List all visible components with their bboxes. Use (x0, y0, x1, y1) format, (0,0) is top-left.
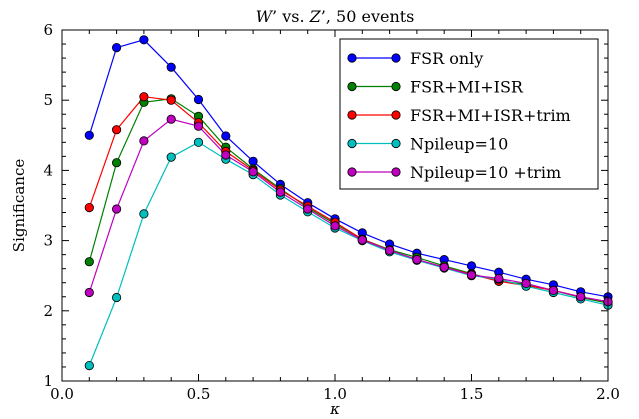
data-point-npileup-10-trim (439, 262, 449, 272)
data-point-npileup-10-trim (166, 114, 176, 124)
legend-marker-fsr-only (347, 53, 357, 63)
data-point-fsr-only (84, 130, 94, 140)
data-point-fsr-mi-isr-trim (112, 125, 122, 135)
series-line-fsr-only (88, 39, 609, 298)
legend-marker-npileup-10 (347, 138, 357, 149)
data-point-fsr-only (112, 42, 122, 53)
y-tick-label: 5 (43, 91, 53, 109)
legend-marker-fsr-only (391, 53, 401, 63)
data-point-npileup-10 (112, 292, 122, 303)
data-point-npileup-10 (84, 360, 94, 371)
data-point-npileup-10-trim (221, 150, 231, 160)
data-point-fsr-only (166, 62, 176, 72)
y-tick-label: 2 (43, 302, 53, 320)
data-point-npileup-10-trim (139, 136, 149, 146)
data-point-npileup-10-trim (548, 285, 559, 295)
data-point-npileup-10-trim (193, 121, 204, 131)
y-tick-label: 3 (43, 232, 53, 250)
data-point-npileup-10-trim (384, 245, 395, 255)
legend-marker-npileup-10 (391, 138, 401, 149)
data-point-npileup-10 (193, 137, 204, 147)
data-point-fsr-only (466, 261, 477, 271)
chart-title: W’ vs. Z’, 50 events (256, 7, 415, 26)
tick-labels-group: 0.0 0.5 1.0 1.5 2.0 1 2 3 4 5 6 (43, 21, 619, 403)
data-point-npileup-10-trim (303, 204, 313, 214)
axis-ticks-group (61, 29, 609, 382)
data-point-npileup-10-trim (576, 292, 586, 302)
x-tick-label: 2.0 (596, 385, 620, 403)
x-tick-label: 0.5 (187, 385, 211, 403)
data-point-fsr-mi-isr (112, 158, 122, 168)
data-point-npileup-10 (166, 152, 176, 162)
data-point-npileup-10-trim (84, 287, 94, 298)
legend-label-npileup-10: Npileup=10 (410, 135, 508, 154)
data-point-fsr-mi-isr-trim (166, 95, 176, 105)
data-point-npileup-10-trim (521, 278, 531, 288)
data-point-npileup-10-trim (330, 221, 340, 231)
legend-marker-fsr-mi-isr-trim (391, 110, 401, 120)
x-axis-label: κ (329, 400, 340, 418)
y-tick-label: 4 (43, 161, 53, 179)
data-point-npileup-10-trim (494, 273, 504, 284)
x-tick-label: 0.0 (50, 385, 74, 403)
legend-label-npileup-10-trim: Npileup=10 +trim (410, 163, 561, 182)
legend-box (339, 38, 599, 190)
legend-marker-fsr-mi-isr (391, 81, 401, 92)
x-tick-label: 1.0 (323, 385, 347, 403)
legend-label-fsr-mi-isr-trim: FSR+MI+ISR+trim (410, 106, 571, 125)
y-axis-label: Significance (10, 159, 28, 253)
data-point-npileup-10-trim (466, 270, 477, 280)
series-points-group (84, 35, 613, 371)
series-line-npileup-10-trim (88, 118, 609, 303)
legend: FSR only FSR+MI+ISR FSR+MI+ISR+trim Npileup… (339, 38, 599, 190)
data-point-fsr-only (221, 131, 231, 141)
data-point-fsr-only (139, 35, 149, 45)
data-point-npileup-10-trim (357, 235, 367, 245)
data-point-fsr-only (248, 156, 258, 166)
data-point-npileup-10-trim (112, 204, 122, 214)
data-point-npileup-10-trim (275, 187, 285, 197)
x-tick-label: 1.5 (460, 385, 484, 403)
data-point-npileup-10-trim (248, 167, 258, 177)
data-point-fsr-mi-isr-trim (139, 92, 149, 102)
data-point-fsr-mi-isr (84, 257, 94, 267)
legend-label-fsr-mi-isr: FSR+MI+ISR (410, 78, 524, 97)
legend-marker-fsr-mi-isr (347, 81, 357, 92)
data-point-npileup-10-trim (412, 255, 422, 265)
legend-marker-npileup-10-trim (347, 167, 357, 177)
data-point-npileup-10 (139, 209, 149, 219)
data-point-fsr-mi-isr-trim (84, 203, 94, 213)
y-tick-label: 6 (43, 21, 53, 39)
y-tick-label: 1 (43, 372, 53, 390)
legend-marker-fsr-mi-isr-trim (347, 110, 357, 120)
legend-label-fsr-only: FSR only (410, 49, 483, 68)
data-point-fsr-only (193, 94, 204, 105)
legend-marker-npileup-10-trim (391, 167, 401, 177)
